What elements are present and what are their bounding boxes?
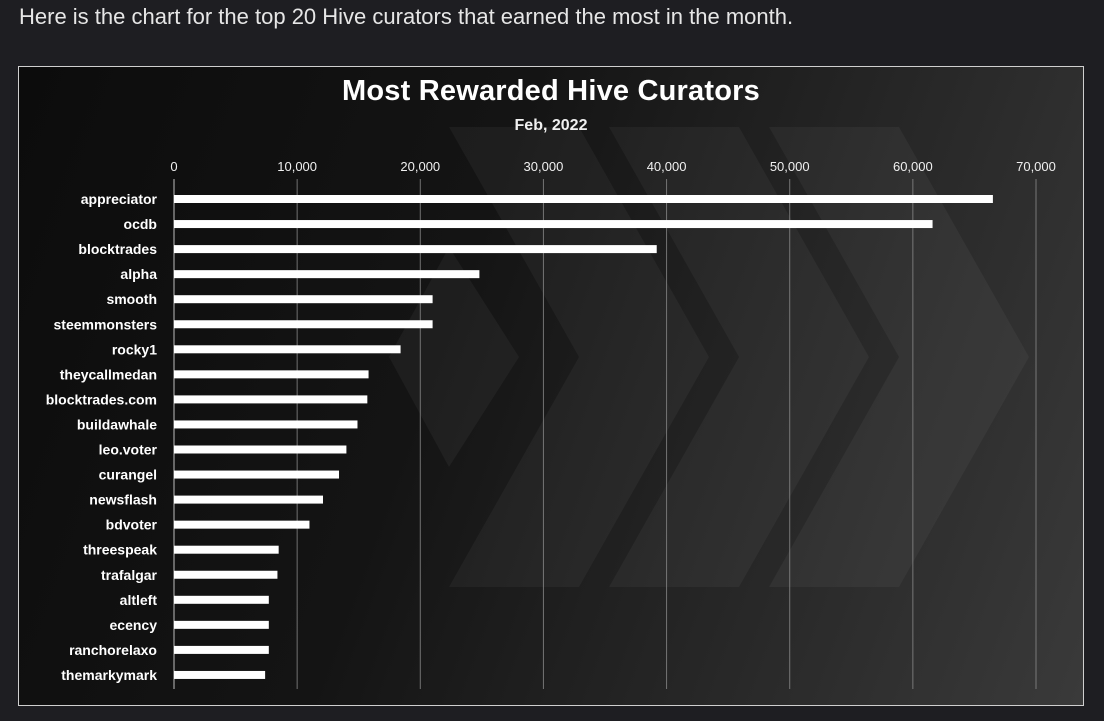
x-tick-label: 70,000 [1016, 159, 1056, 174]
bar-newsflash [174, 495, 324, 504]
x-tick-label: 30,000 [524, 159, 564, 174]
category-label: altleft [120, 592, 158, 608]
chart-frame: 0 10,000 20,000 30,000 40,000 50,000 60,000 70,… [18, 66, 1084, 706]
bar-themarkymark [174, 670, 266, 679]
category-label: steemmonsters [54, 316, 158, 332]
category-label: smooth [106, 291, 157, 307]
bar-appreciator [174, 195, 993, 203]
bar-blocktrades [174, 245, 657, 254]
category-label: trafalgar [101, 567, 158, 583]
bar-blocktrades.com [174, 395, 368, 404]
bar-trafalgar [174, 570, 278, 579]
category-label: alpha [120, 266, 157, 282]
category-label: rocky1 [112, 341, 157, 357]
category-label: ecency [110, 617, 158, 633]
bar-ocdb [174, 220, 933, 229]
bar-ranchorelaxo [174, 645, 269, 654]
bar-curangel [174, 470, 340, 479]
bar-theycallmedan [174, 370, 369, 379]
bar-steemmonsters [174, 320, 433, 329]
x-tick-label: 60,000 [893, 159, 933, 174]
category-label: leo.voter [99, 442, 158, 458]
chart-svg: 0 10,000 20,000 30,000 40,000 50,000 60,000 70,… [46, 127, 1056, 689]
category-label: curangel [99, 467, 157, 483]
grid-lines [173, 179, 1037, 689]
category-label: bdvoter [106, 517, 158, 533]
category-label: theycallmedan [60, 366, 157, 382]
chart-title: Most Rewarded Hive Curators [342, 75, 760, 107]
bar-leo.voter [174, 445, 347, 454]
bar-threespeak [174, 545, 279, 554]
category-label: newsflash [89, 492, 157, 508]
category-label: appreciator [81, 191, 158, 207]
x-tick-label: 20,000 [400, 159, 440, 174]
bars [174, 195, 993, 679]
bar-ecency [174, 620, 269, 629]
category-label: ocdb [124, 216, 157, 232]
x-tick-label: 40,000 [647, 159, 687, 174]
category-labels: appreciator ocdb blocktrades alpha smooth ste… [46, 191, 158, 683]
bar-buildawhale [174, 420, 358, 429]
category-label: themarkymark [61, 667, 157, 683]
bar-smooth [174, 295, 433, 304]
x-tick-label: 0 [170, 159, 177, 174]
bar-bdvoter [174, 520, 310, 529]
category-label: blocktrades.com [46, 391, 157, 407]
intro-text: Here is the chart for the top 20 Hive cu… [19, 4, 794, 29]
x-tick-label: 50,000 [770, 159, 810, 174]
x-tick-label: 10,000 [277, 159, 317, 174]
category-label: blocktrades [78, 241, 157, 257]
chart-subtitle: Feb, 2022 [514, 117, 588, 134]
bar-rocky1 [174, 345, 401, 354]
category-label: buildawhale [77, 416, 157, 432]
bar-alpha [174, 270, 480, 279]
category-label: ranchorelaxo [69, 642, 157, 658]
bar-altleft [174, 595, 269, 604]
x-tick-labels: 0 10,000 20,000 30,000 40,000 50,000 60,000 70,… [170, 159, 1056, 174]
category-label: threespeak [83, 542, 157, 558]
